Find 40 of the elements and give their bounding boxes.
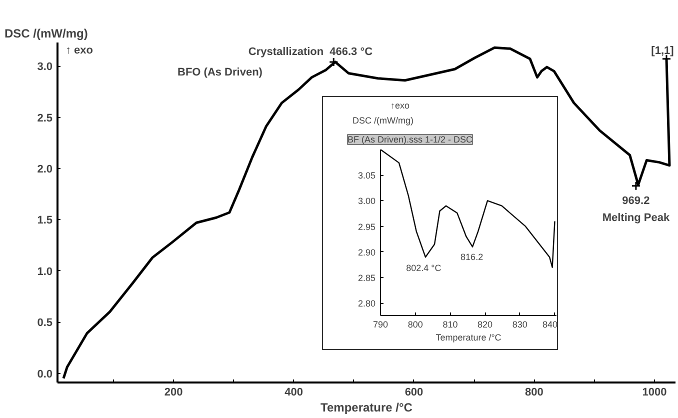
annotation: ↑ exo [66, 44, 94, 56]
x-tick-label: 820 [478, 320, 493, 330]
annotation: [1,1] [651, 44, 674, 57]
y-tick-label: 3.05 [358, 170, 376, 181]
line-series [62, 46, 672, 380]
y-axis-title: DSC /(mW/mg) [352, 116, 414, 126]
y-tick-label: 2.85 [358, 273, 376, 284]
y-tick-label: 0.5 [37, 317, 53, 330]
x-axis-title: Temperature /°C [320, 400, 413, 414]
annotation: ↑exo [390, 100, 410, 110]
x-tick-label: 1000 [642, 386, 667, 398]
annotation: Melting Peak [602, 212, 670, 224]
y-tick-label: 1.5 [37, 214, 53, 227]
x-tick-label: 600 [404, 386, 424, 398]
y-tick-label: 2.90 [358, 247, 376, 258]
y-tick-label: 3.00 [358, 196, 376, 206]
x-tick-label: 800 [408, 320, 423, 330]
y-tick-label: 3.0 [37, 61, 53, 74]
x-tick-label: 790 [372, 320, 388, 330]
x-tick-label: 830 [512, 320, 528, 330]
x-tick-label: 840 [542, 320, 558, 330]
y-tick-label: 2.0 [37, 163, 53, 176]
x-tick-label: 200 [164, 386, 183, 398]
y-tick-label: 0.0 [37, 368, 53, 380]
y-axis-title: DSC /(mW/mg) [4, 26, 88, 40]
x-tick-label: 810 [442, 320, 458, 330]
annotation: 969.2 [622, 194, 650, 207]
annotation: BFO (As Driven) [178, 66, 263, 78]
annotation: 816.2 [460, 252, 484, 262]
annotation: 466.3 °C [330, 46, 373, 58]
y-tick-label: 1.0 [37, 266, 53, 278]
annotation: Crystallization [248, 46, 324, 58]
x-tick-label: 800 [525, 386, 544, 398]
chart-title: BF (As Driven).sss 1-1/2 - DSC [348, 134, 474, 144]
annotation: 802.4 °C [406, 263, 442, 274]
y-tick-label: 2.5 [37, 112, 53, 124]
y-tick-label: 2.95 [358, 222, 376, 232]
x-axis-title: Temperature /°C [436, 332, 502, 342]
x-tick-label: 400 [284, 386, 303, 398]
y-tick-label: 2.80 [358, 298, 376, 309]
